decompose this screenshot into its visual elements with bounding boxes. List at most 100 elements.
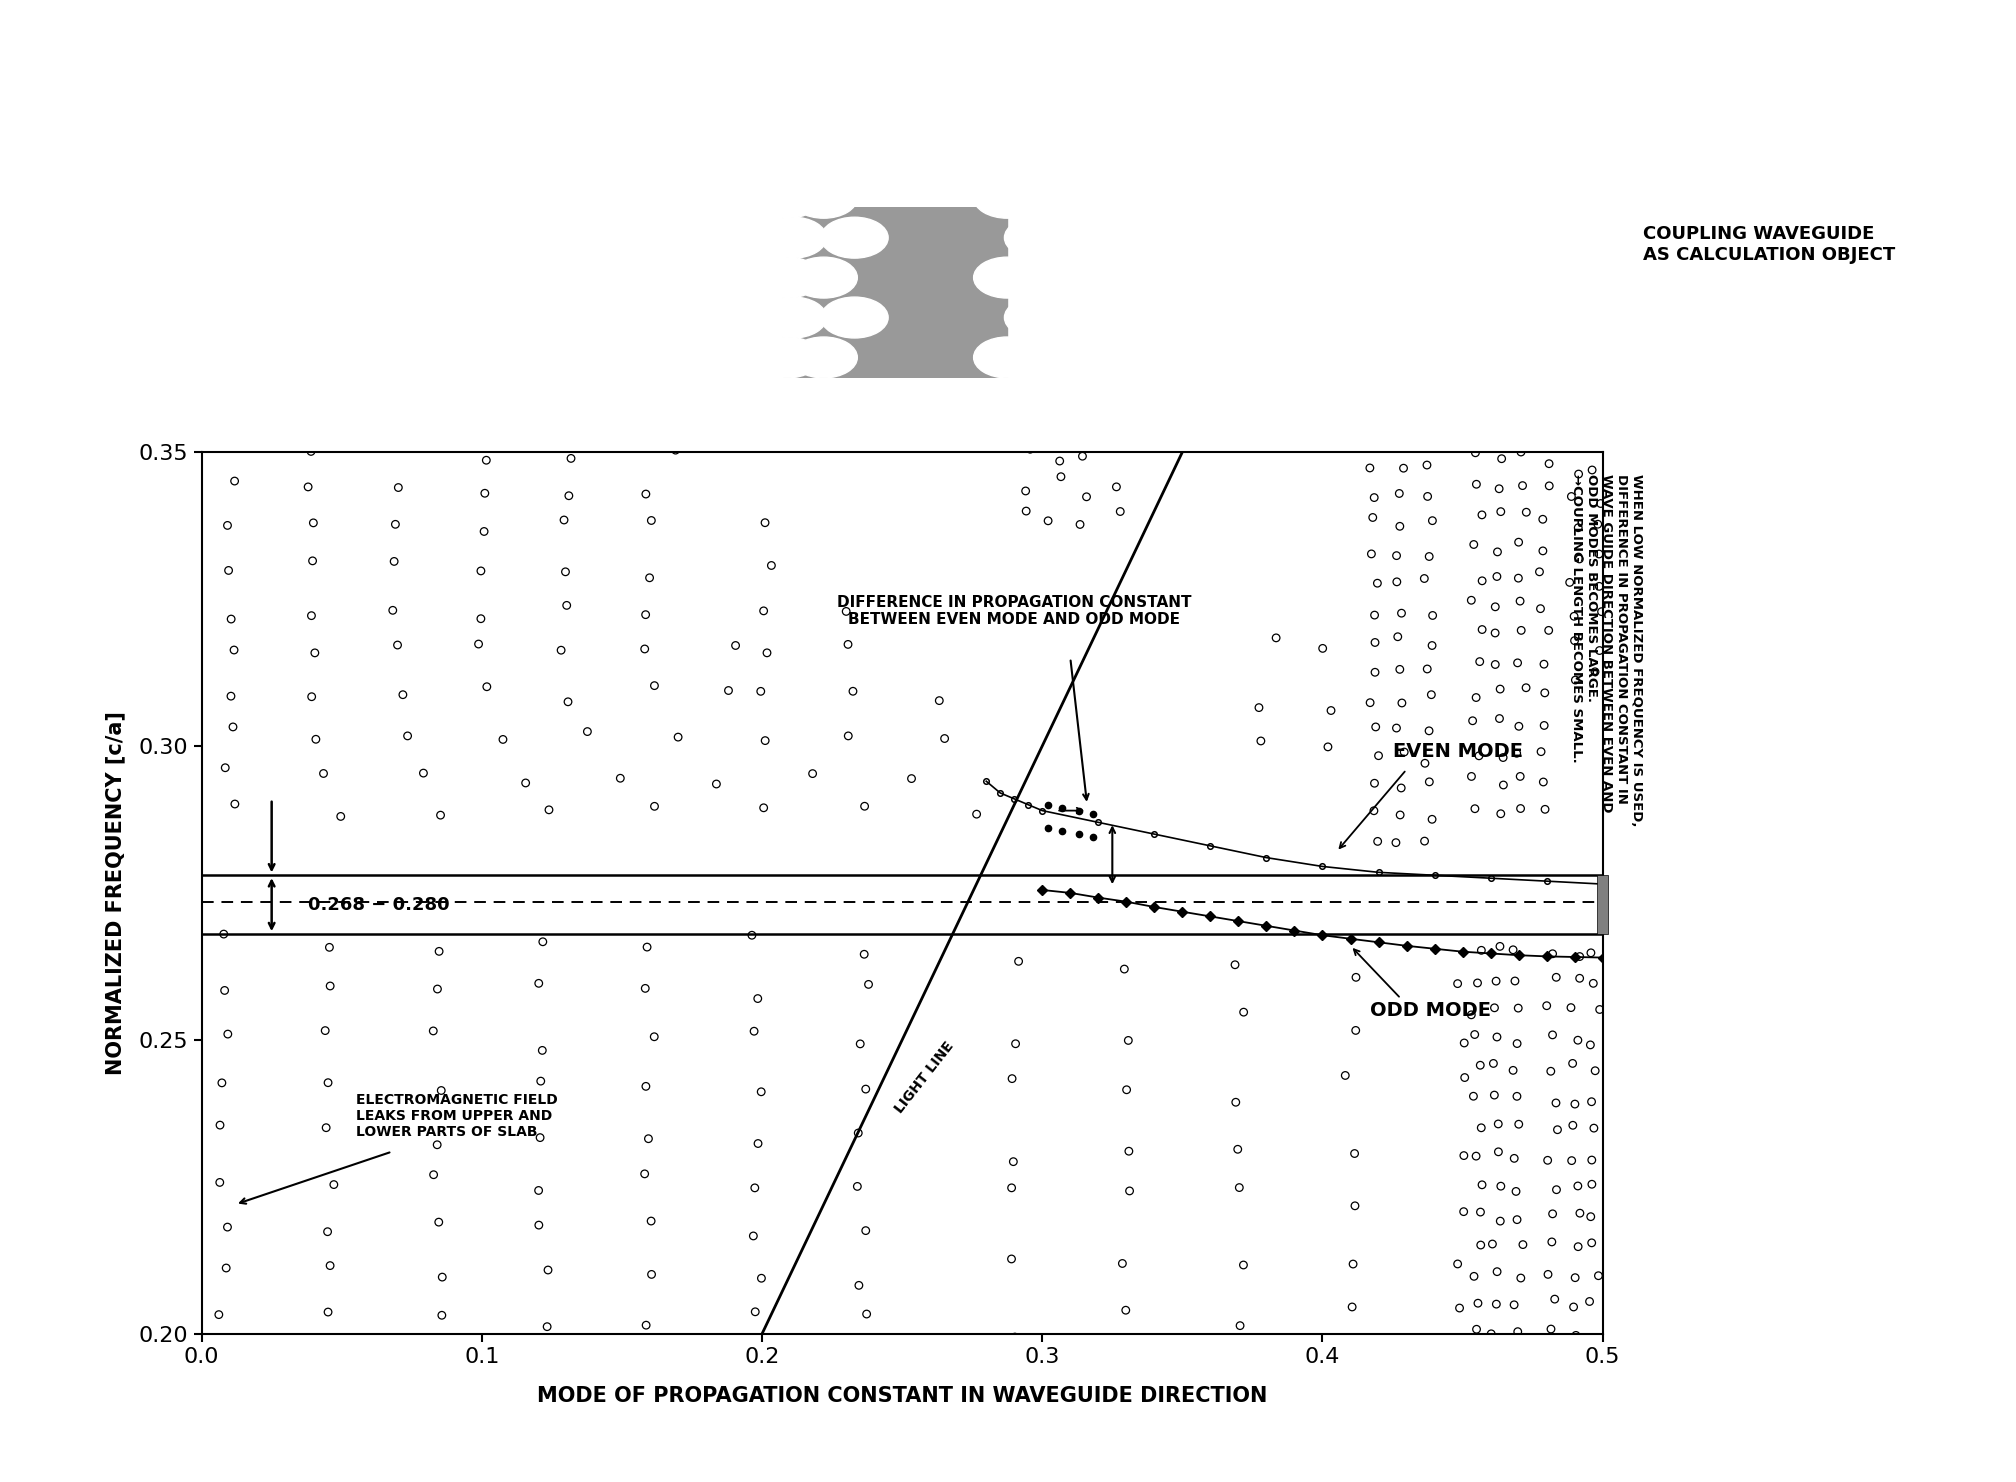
- Ellipse shape: [1246, 336, 1314, 378]
- Ellipse shape: [1339, 218, 1407, 258]
- Point: [1447, 1031, 1480, 1055]
- Point: [1411, 485, 1443, 508]
- Point: [548, 560, 581, 584]
- Text: COUPLING WAVEGUIDE
AS CALCULATION OBJECT: COUPLING WAVEGUIDE AS CALCULATION OBJECT: [1643, 225, 1895, 264]
- Point: [1462, 971, 1494, 994]
- Point: [1091, 430, 1123, 453]
- Ellipse shape: [760, 296, 827, 338]
- Point: [629, 977, 661, 1000]
- Point: [929, 726, 962, 750]
- Point: [1560, 1323, 1593, 1347]
- Point: [1107, 1252, 1139, 1276]
- Point: [548, 508, 581, 532]
- Point: [1329, 1064, 1361, 1088]
- Point: [1585, 600, 1617, 624]
- Point: [468, 520, 500, 544]
- Point: [1506, 474, 1538, 498]
- Point: [387, 683, 419, 707]
- Point: [1532, 1149, 1564, 1172]
- Point: [849, 1077, 881, 1101]
- Point: [1478, 1052, 1510, 1076]
- Point: [1361, 830, 1393, 854]
- Point: [1540, 965, 1572, 988]
- Point: [1528, 652, 1560, 676]
- Point: [1532, 452, 1564, 476]
- Point: [1361, 572, 1393, 596]
- Point: [1385, 803, 1417, 827]
- Ellipse shape: [691, 178, 760, 218]
- Ellipse shape: [1062, 178, 1129, 218]
- Point: [1224, 1175, 1256, 1199]
- Ellipse shape: [754, 336, 821, 378]
- Y-axis label: NORMALIZED FREQUENCY [c/a]: NORMALIZED FREQUENCY [c/a]: [105, 711, 125, 1074]
- Point: [1562, 1174, 1595, 1197]
- Point: [1464, 418, 1496, 442]
- Ellipse shape: [1036, 178, 1103, 218]
- Point: [631, 935, 663, 959]
- Ellipse shape: [1123, 258, 1191, 298]
- Ellipse shape: [569, 178, 635, 218]
- Point: [1532, 474, 1564, 498]
- Point: [750, 642, 782, 665]
- Point: [1542, 1117, 1574, 1141]
- Point: [1458, 532, 1490, 556]
- Point: [1574, 1089, 1607, 1113]
- Point: [314, 974, 347, 997]
- Point: [296, 548, 329, 572]
- Point: [532, 797, 564, 821]
- Point: [845, 1031, 877, 1055]
- Point: [1070, 485, 1103, 508]
- Point: [1502, 566, 1534, 590]
- Point: [1574, 941, 1607, 965]
- Point: [629, 1162, 661, 1186]
- Point: [837, 679, 869, 702]
- Point: [738, 1177, 770, 1200]
- Point: [1306, 637, 1339, 661]
- Point: [212, 514, 244, 538]
- Ellipse shape: [691, 336, 760, 378]
- Point: [220, 793, 252, 817]
- Point: [1105, 499, 1137, 523]
- Point: [1574, 1033, 1607, 1057]
- Ellipse shape: [1464, 218, 1530, 258]
- Point: [212, 559, 244, 582]
- Ellipse shape: [1431, 178, 1500, 218]
- Point: [1458, 1085, 1490, 1109]
- Point: [510, 771, 542, 794]
- Ellipse shape: [1554, 336, 1623, 378]
- Point: [605, 766, 637, 790]
- Point: [1415, 808, 1447, 831]
- Point: [1385, 691, 1417, 714]
- Point: [1113, 1029, 1145, 1052]
- Point: [470, 449, 502, 473]
- Ellipse shape: [1185, 178, 1252, 218]
- Ellipse shape: [230, 296, 296, 338]
- Point: [524, 1126, 556, 1150]
- Ellipse shape: [1004, 296, 1073, 338]
- Point: [1504, 1266, 1536, 1289]
- Ellipse shape: [661, 218, 728, 258]
- Point: [1387, 456, 1419, 480]
- Point: [1480, 652, 1512, 676]
- Point: [296, 685, 329, 708]
- Point: [661, 725, 694, 748]
- Point: [532, 1258, 564, 1282]
- Point: [1450, 1066, 1482, 1089]
- Point: [208, 922, 240, 946]
- Point: [1577, 1232, 1609, 1255]
- Point: [635, 508, 667, 532]
- Point: [1441, 972, 1474, 996]
- Point: [1562, 462, 1595, 486]
- Point: [1502, 714, 1534, 738]
- Point: [1502, 996, 1534, 1020]
- Point: [1482, 1112, 1514, 1135]
- Point: [1244, 729, 1276, 753]
- Point: [1413, 771, 1445, 794]
- Ellipse shape: [1000, 258, 1068, 298]
- Ellipse shape: [1587, 296, 1653, 338]
- Ellipse shape: [974, 336, 1040, 378]
- Point: [212, 1215, 244, 1239]
- Ellipse shape: [260, 178, 329, 218]
- Point: [1536, 1230, 1568, 1254]
- Point: [310, 1220, 343, 1243]
